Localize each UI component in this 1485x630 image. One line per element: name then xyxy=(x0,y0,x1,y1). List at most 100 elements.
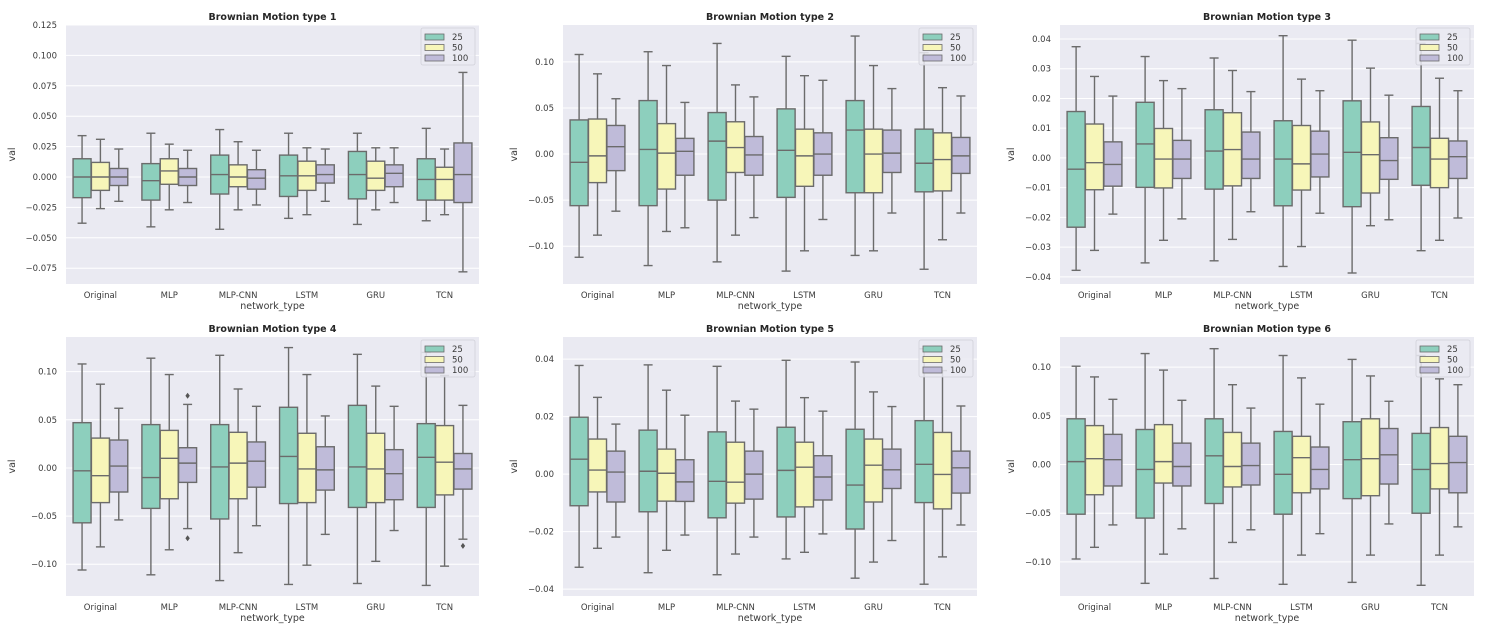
legend-label: 50 xyxy=(452,44,463,54)
legend-swatch xyxy=(922,33,943,41)
box-gru-25 xyxy=(347,132,368,226)
box-mlp-100 xyxy=(1172,87,1192,220)
legend-label: 25 xyxy=(950,33,961,43)
chart-title: Brownian Motion type 1 xyxy=(209,12,337,23)
box-mlp-cnn-50 xyxy=(228,388,248,554)
y-tick-label: −0.01 xyxy=(1025,184,1051,194)
y-tick-label: 0.00 xyxy=(38,464,57,474)
box-iqr xyxy=(606,124,626,172)
legend-label: 50 xyxy=(950,356,961,366)
x-tick-label: MLP-CNN xyxy=(716,291,755,301)
legend-label: 100 xyxy=(950,54,966,64)
x-tick-label: Original xyxy=(581,291,614,301)
box-mlp-cnn-100 xyxy=(744,408,764,538)
x-tick-label: MLP xyxy=(658,291,675,301)
x-tick-label: GRU xyxy=(366,603,385,613)
box-iqr xyxy=(863,128,884,194)
legend-swatch xyxy=(1419,33,1440,41)
y-tick-label: 0.01 xyxy=(1032,124,1051,134)
plot-area xyxy=(1060,337,1474,596)
x-tick-label: TCN xyxy=(933,603,951,613)
legend-swatch xyxy=(424,345,445,353)
x-tick-label: Original xyxy=(1078,603,1111,613)
box-lstm-100 xyxy=(315,148,335,203)
box-iqr xyxy=(228,431,248,500)
y-tick-label: −0.050 xyxy=(26,234,57,244)
x-tick-label: LSTM xyxy=(1290,291,1313,301)
y-axis-label: val xyxy=(1006,459,1017,473)
box-gru-100 xyxy=(1379,400,1399,525)
x-tick-label: Original xyxy=(84,603,117,613)
x-tick-label: MLP xyxy=(161,291,178,301)
box-gru-25 xyxy=(845,361,865,579)
box-iqr xyxy=(315,446,335,491)
box-mlp-50 xyxy=(1153,369,1174,555)
box-mlp-cnn-100 xyxy=(744,96,764,219)
legend-swatch xyxy=(424,44,445,51)
box-tcn-100 xyxy=(951,95,971,214)
y-tick-label: 0.00 xyxy=(535,150,554,160)
x-axis-label: network_type xyxy=(738,613,803,624)
outlier-point xyxy=(185,392,190,399)
x-tick-label: MLP xyxy=(1155,603,1172,613)
y-tick-label: −0.03 xyxy=(1025,243,1051,253)
box-iqr xyxy=(1411,105,1431,186)
box-iqr xyxy=(347,404,368,509)
box-tcn-100 xyxy=(1448,384,1468,528)
box-iqr xyxy=(453,452,473,490)
x-tick-label: Original xyxy=(84,291,117,301)
legend-swatch xyxy=(1419,356,1440,363)
box-iqr xyxy=(707,431,727,519)
box-iqr xyxy=(1342,100,1362,208)
x-tick-label: GRU xyxy=(864,291,883,301)
box-iqr xyxy=(914,128,934,193)
subplot-5: 0.04 0.02 0.00 −0.02 −0.04 Original MLP MLP-CNN… xyxy=(509,324,977,624)
y-axis-label: val xyxy=(509,147,520,161)
x-tick-label: Original xyxy=(581,603,614,613)
y-tick-label: −0.05 xyxy=(1025,509,1051,519)
box-tcn-100 xyxy=(951,405,971,526)
y-tick-label: 0.00 xyxy=(1032,461,1051,471)
x-tick-label: GRU xyxy=(864,603,883,613)
y-tick-label: 0.03 xyxy=(1032,65,1051,75)
box-iqr xyxy=(1429,137,1450,189)
box-iqr xyxy=(1135,101,1155,189)
box-mlp-100 xyxy=(177,149,198,204)
box-original-50 xyxy=(1084,376,1105,549)
y-tick-label: 0.02 xyxy=(535,413,554,423)
y-tick-label: 0.100 xyxy=(33,51,57,61)
box-iqr xyxy=(656,122,677,190)
box-iqr xyxy=(569,416,589,507)
subplot-4: 0.10 0.05 0.00 −0.05 −0.10 Original MLP MLP-CNN… xyxy=(7,324,479,624)
box-mlp-50 xyxy=(656,389,677,551)
box-original-100 xyxy=(109,148,129,203)
x-tick-label: MLP-CNN xyxy=(219,603,258,613)
box-mlp-100 xyxy=(177,392,198,542)
y-tick-label: 0.10 xyxy=(535,58,554,68)
box-iqr xyxy=(1172,442,1192,487)
legend-label: 25 xyxy=(1447,33,1458,43)
x-tick-label: LSTM xyxy=(793,603,816,613)
legend-swatch xyxy=(424,366,445,374)
box-iqr xyxy=(453,142,473,204)
box-iqr xyxy=(744,135,764,176)
box-iqr xyxy=(794,128,815,187)
box-tcn-25 xyxy=(416,127,436,222)
box-mlp-100 xyxy=(1172,399,1192,530)
box-lstm-25 xyxy=(776,359,796,560)
x-axis-label: network_type xyxy=(1235,301,1300,312)
box-mlp-cnn-100 xyxy=(246,149,267,206)
box-tcn-100 xyxy=(453,71,473,273)
box-original-100 xyxy=(606,423,626,538)
y-tick-label: 0.05 xyxy=(1032,412,1051,422)
box-mlp-25 xyxy=(1135,352,1155,585)
legend-label: 50 xyxy=(1447,44,1458,54)
box-iqr xyxy=(1379,136,1399,181)
box-tcn-25 xyxy=(914,51,934,270)
box-tcn-100 xyxy=(453,404,473,549)
box-iqr xyxy=(141,423,161,510)
x-tick-label: GRU xyxy=(1361,291,1380,301)
